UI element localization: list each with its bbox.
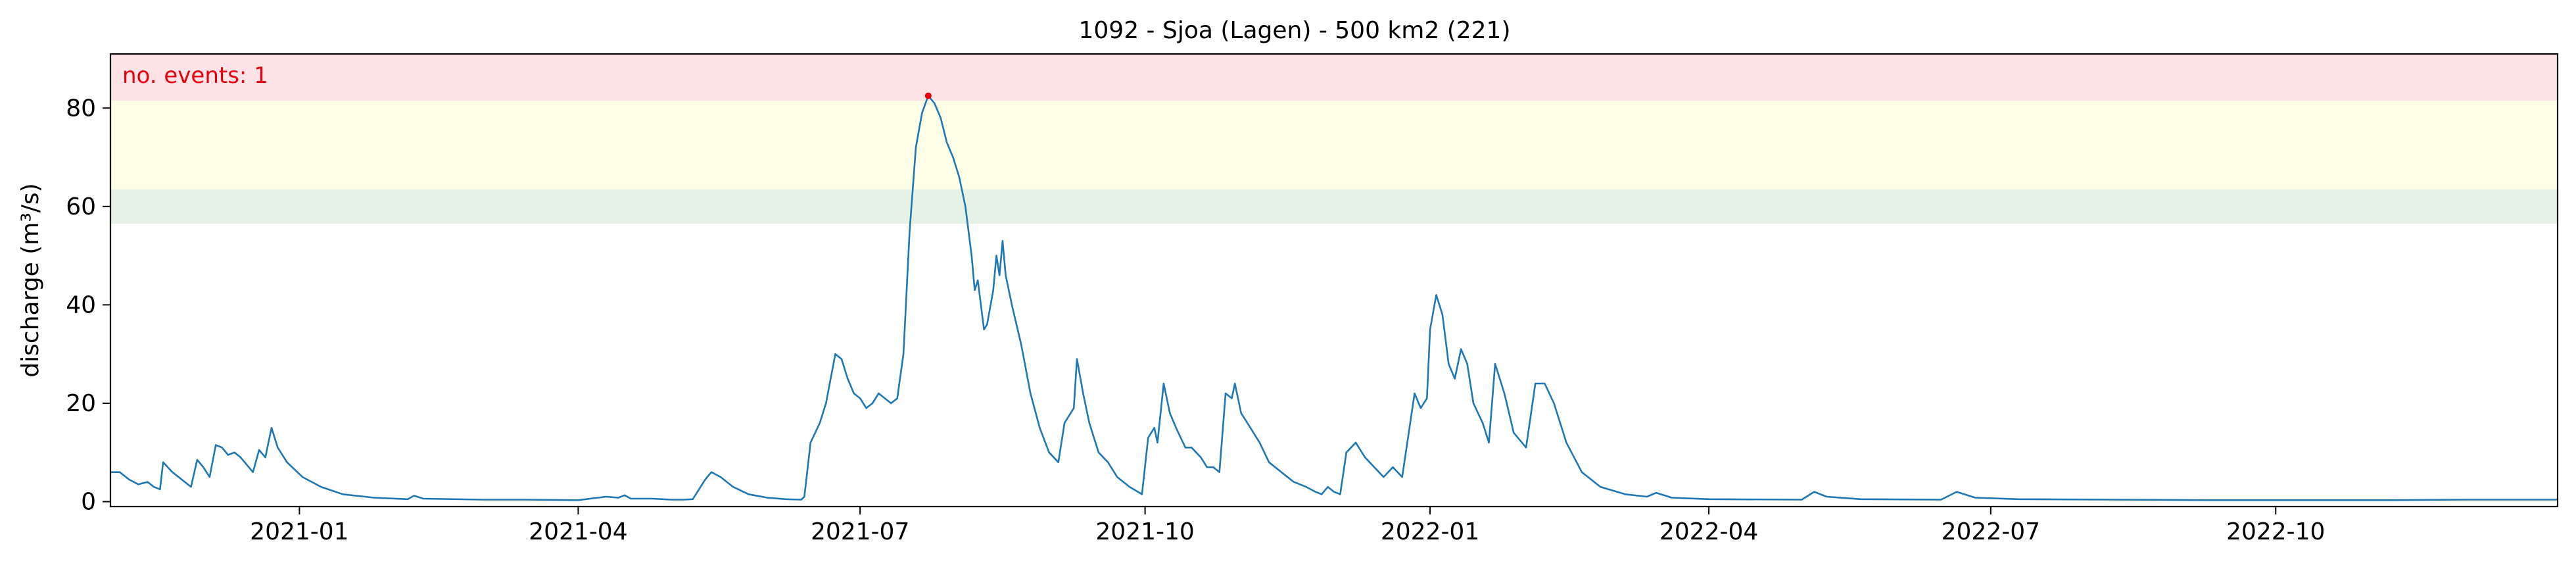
x-axis: 2021-01 2021-04 2021-07 2021-10 2022-01 2022-…: [250, 507, 2325, 545]
event-peak-marker: [924, 92, 932, 99]
y-tick-label: 0: [81, 489, 96, 516]
threshold-band-3: [110, 54, 2558, 101]
event-count-annotation: no. events: 1: [122, 62, 268, 89]
discharge-series-line: [110, 95, 2558, 501]
threshold-band-2: [110, 101, 2558, 189]
x-tick-label: 2021-07: [811, 518, 909, 545]
threshold-band-1: [110, 189, 2558, 224]
x-tick-label: 2021-04: [529, 518, 627, 545]
x-tick-label: 2021-01: [250, 518, 348, 545]
x-tick-label: 2022-07: [1942, 518, 2040, 545]
y-tick-label: 60: [66, 193, 96, 220]
x-tick-label: 2022-04: [1659, 518, 1758, 545]
x-tick-label: 2022-10: [2226, 518, 2325, 545]
x-tick-label: 2022-01: [1381, 518, 1479, 545]
y-axis-label: discharge (m³/s): [17, 183, 44, 377]
plot-frame: [109, 53, 2559, 508]
x-tick-label: 2021-10: [1095, 518, 1194, 545]
y-tick-label: 80: [66, 95, 96, 122]
y-tick-label: 40: [66, 291, 96, 318]
y-axis: 0 20 40 60 80: [66, 95, 110, 516]
threshold-bands: [110, 54, 2558, 224]
y-tick-label: 20: [66, 390, 96, 417]
chart-title: 1092 - Sjoa (Lagen) - 500 km2 (221): [1079, 17, 1511, 44]
